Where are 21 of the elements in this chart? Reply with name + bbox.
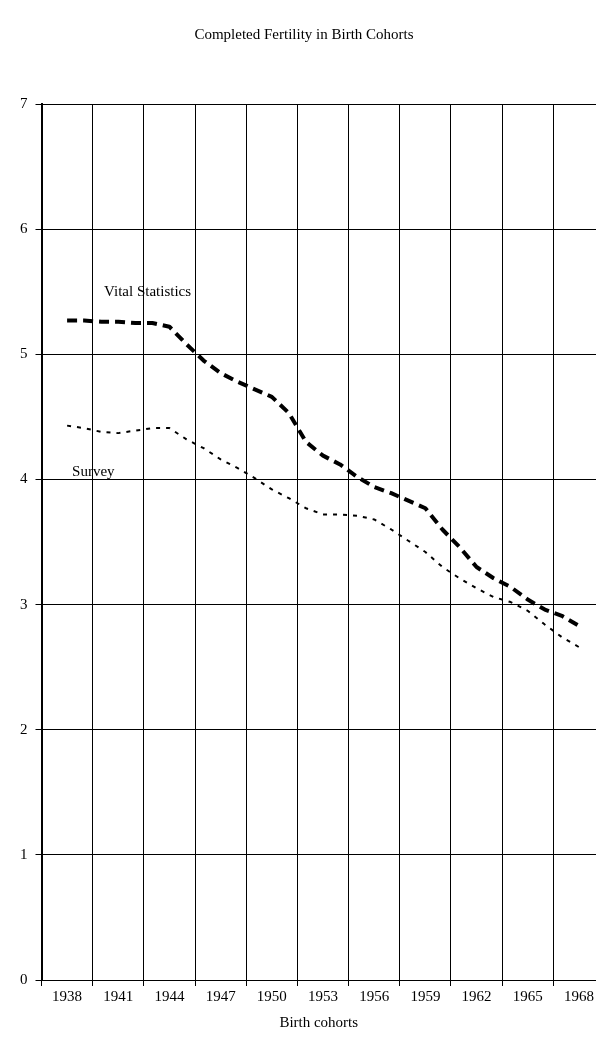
x-tick-label: 1968 — [563, 987, 594, 1004]
y-tick-label: 7 — [20, 94, 28, 111]
y-tick-label: 4 — [20, 470, 28, 487]
x-tick-label: 1941 — [103, 987, 134, 1004]
chart-title: Completed Fertility in Birth Cohorts — [194, 25, 414, 42]
x-tick-label: 1953 — [308, 987, 339, 1004]
x-tick-label: 1938 — [52, 987, 83, 1004]
x-tick-label: 1962 — [461, 987, 492, 1004]
x-tick-label: 1950 — [256, 987, 287, 1004]
y-tick-label: 5 — [20, 345, 28, 362]
y-tick-label: 2 — [20, 720, 28, 737]
y-tick-label: 3 — [20, 595, 28, 612]
x-tick-label: 1959 — [410, 987, 441, 1004]
x-tick-label: 1965 — [512, 987, 543, 1004]
x-tick-label: 1947 — [205, 987, 237, 1004]
x-tick-label: 1944 — [154, 987, 185, 1004]
y-tick-label: 0 — [20, 970, 28, 987]
y-tick-label: 6 — [20, 220, 28, 237]
x-axis-title: Birth cohorts — [279, 1013, 359, 1030]
y-tick-label: 1 — [20, 845, 28, 862]
x-tick-label: 1956 — [359, 987, 390, 1004]
